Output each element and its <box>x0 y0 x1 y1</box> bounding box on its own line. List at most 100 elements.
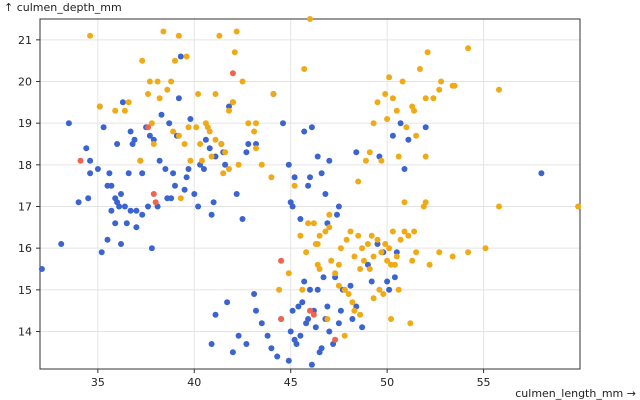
data-point-series-1 <box>314 261 321 268</box>
data-point-series-0 <box>38 266 45 272</box>
data-point-series-0 <box>200 166 207 172</box>
data-point-series-0 <box>146 132 153 139</box>
data-point-series-0 <box>312 324 319 331</box>
data-point-series-0 <box>305 182 312 189</box>
data-point-series-0 <box>166 120 173 127</box>
data-point-series-1 <box>393 253 400 260</box>
data-point-series-0 <box>397 120 404 127</box>
data-point-series-0 <box>320 274 327 281</box>
data-point-series-0 <box>114 141 121 147</box>
data-point-series-0 <box>285 161 292 168</box>
data-point-series-0 <box>274 353 281 360</box>
data-point-series-1 <box>145 91 151 97</box>
data-point-series-1 <box>370 253 377 260</box>
data-point-series-1 <box>212 91 219 97</box>
data-point-series-0 <box>145 203 151 210</box>
data-point-series-1 <box>449 82 456 89</box>
data-point-series-1 <box>310 220 317 227</box>
data-point-series-1 <box>324 316 331 322</box>
data-point-series-1 <box>168 78 175 85</box>
data-point-series-0 <box>285 357 292 364</box>
data-point-series-2 <box>310 311 317 318</box>
data-point-series-0 <box>229 349 236 356</box>
data-point-series-1 <box>378 249 385 256</box>
data-point-series-1 <box>341 332 348 339</box>
y-tick-label: 18 <box>18 159 32 172</box>
data-point-series-0 <box>243 341 250 347</box>
y-tick-label: 15 <box>18 284 32 297</box>
data-point-series-1 <box>374 236 381 243</box>
data-point-series-1 <box>370 295 377 302</box>
data-point-series-0 <box>268 345 275 352</box>
data-point-series-2 <box>332 336 339 343</box>
data-point-series-0 <box>212 311 219 318</box>
data-point-series-1 <box>430 95 437 102</box>
data-point-series-0 <box>83 145 90 152</box>
data-point-series-1 <box>160 28 167 35</box>
data-point-series-0 <box>287 199 294 206</box>
data-point-series-0 <box>391 274 398 281</box>
data-point-series-0 <box>368 278 375 285</box>
x-tick-label: 55 <box>477 376 491 389</box>
data-point-series-1 <box>285 270 292 277</box>
y-tick-label: 21 <box>18 34 32 47</box>
data-point-series-0 <box>170 170 177 177</box>
data-point-series-0 <box>133 207 140 214</box>
data-point-series-1 <box>233 28 240 35</box>
data-point-series-1 <box>389 228 396 235</box>
data-point-series-0 <box>139 170 146 177</box>
data-point-series-0 <box>106 170 113 177</box>
data-point-series-0 <box>401 166 408 172</box>
data-point-series-1 <box>199 157 205 164</box>
data-point-series-1 <box>335 282 342 289</box>
data-point-series-1 <box>413 132 420 139</box>
data-point-series-1 <box>370 120 377 127</box>
data-point-series-0 <box>222 161 229 168</box>
data-point-series-0 <box>297 332 304 339</box>
data-point-series-1 <box>386 74 393 81</box>
data-point-series-0 <box>326 157 333 164</box>
data-point-series-1 <box>305 220 312 227</box>
data-point-series-1 <box>220 170 227 177</box>
data-point-series-0 <box>87 157 94 164</box>
data-point-series-1 <box>301 66 308 72</box>
data-point-series-1 <box>465 45 472 52</box>
data-point-series-1 <box>366 149 373 156</box>
data-point-series-2 <box>150 191 157 197</box>
data-point-series-1 <box>87 32 94 39</box>
y-tick-label: 20 <box>18 76 32 89</box>
data-point-series-0 <box>314 153 321 160</box>
data-point-series-0 <box>235 332 242 339</box>
data-point-series-1 <box>388 316 394 322</box>
data-point-series-0 <box>148 245 155 252</box>
data-point-series-1 <box>328 257 335 264</box>
data-point-series-1 <box>361 257 367 264</box>
data-point-series-1 <box>496 203 502 210</box>
data-point-series-0 <box>337 307 344 314</box>
data-point-series-0 <box>175 95 182 102</box>
data-point-series-0 <box>226 103 232 110</box>
data-point-series-0 <box>104 236 111 243</box>
data-point-series-0 <box>538 170 545 177</box>
data-point-series-1 <box>496 86 502 93</box>
data-point-series-0 <box>181 186 188 193</box>
data-point-series-0 <box>258 320 265 327</box>
data-point-series-0 <box>422 124 429 131</box>
data-point-series-1 <box>411 107 418 114</box>
data-point-series-0 <box>253 307 259 314</box>
data-point-series-1 <box>185 124 192 131</box>
data-point-series-0 <box>239 216 246 222</box>
data-point-series-1 <box>218 141 225 147</box>
data-point-series-1 <box>156 95 163 102</box>
data-point-series-1 <box>235 161 242 168</box>
data-point-series-1 <box>322 228 329 235</box>
data-point-series-1 <box>229 99 236 106</box>
data-point-series-1 <box>416 66 423 72</box>
data-point-series-0 <box>393 249 400 256</box>
data-point-series-1 <box>438 78 445 85</box>
data-point-series-1 <box>341 286 348 293</box>
data-point-series-0 <box>386 286 393 293</box>
data-point-series-0 <box>295 303 302 310</box>
data-point-series-1 <box>357 266 364 272</box>
data-point-series-0 <box>326 328 333 335</box>
